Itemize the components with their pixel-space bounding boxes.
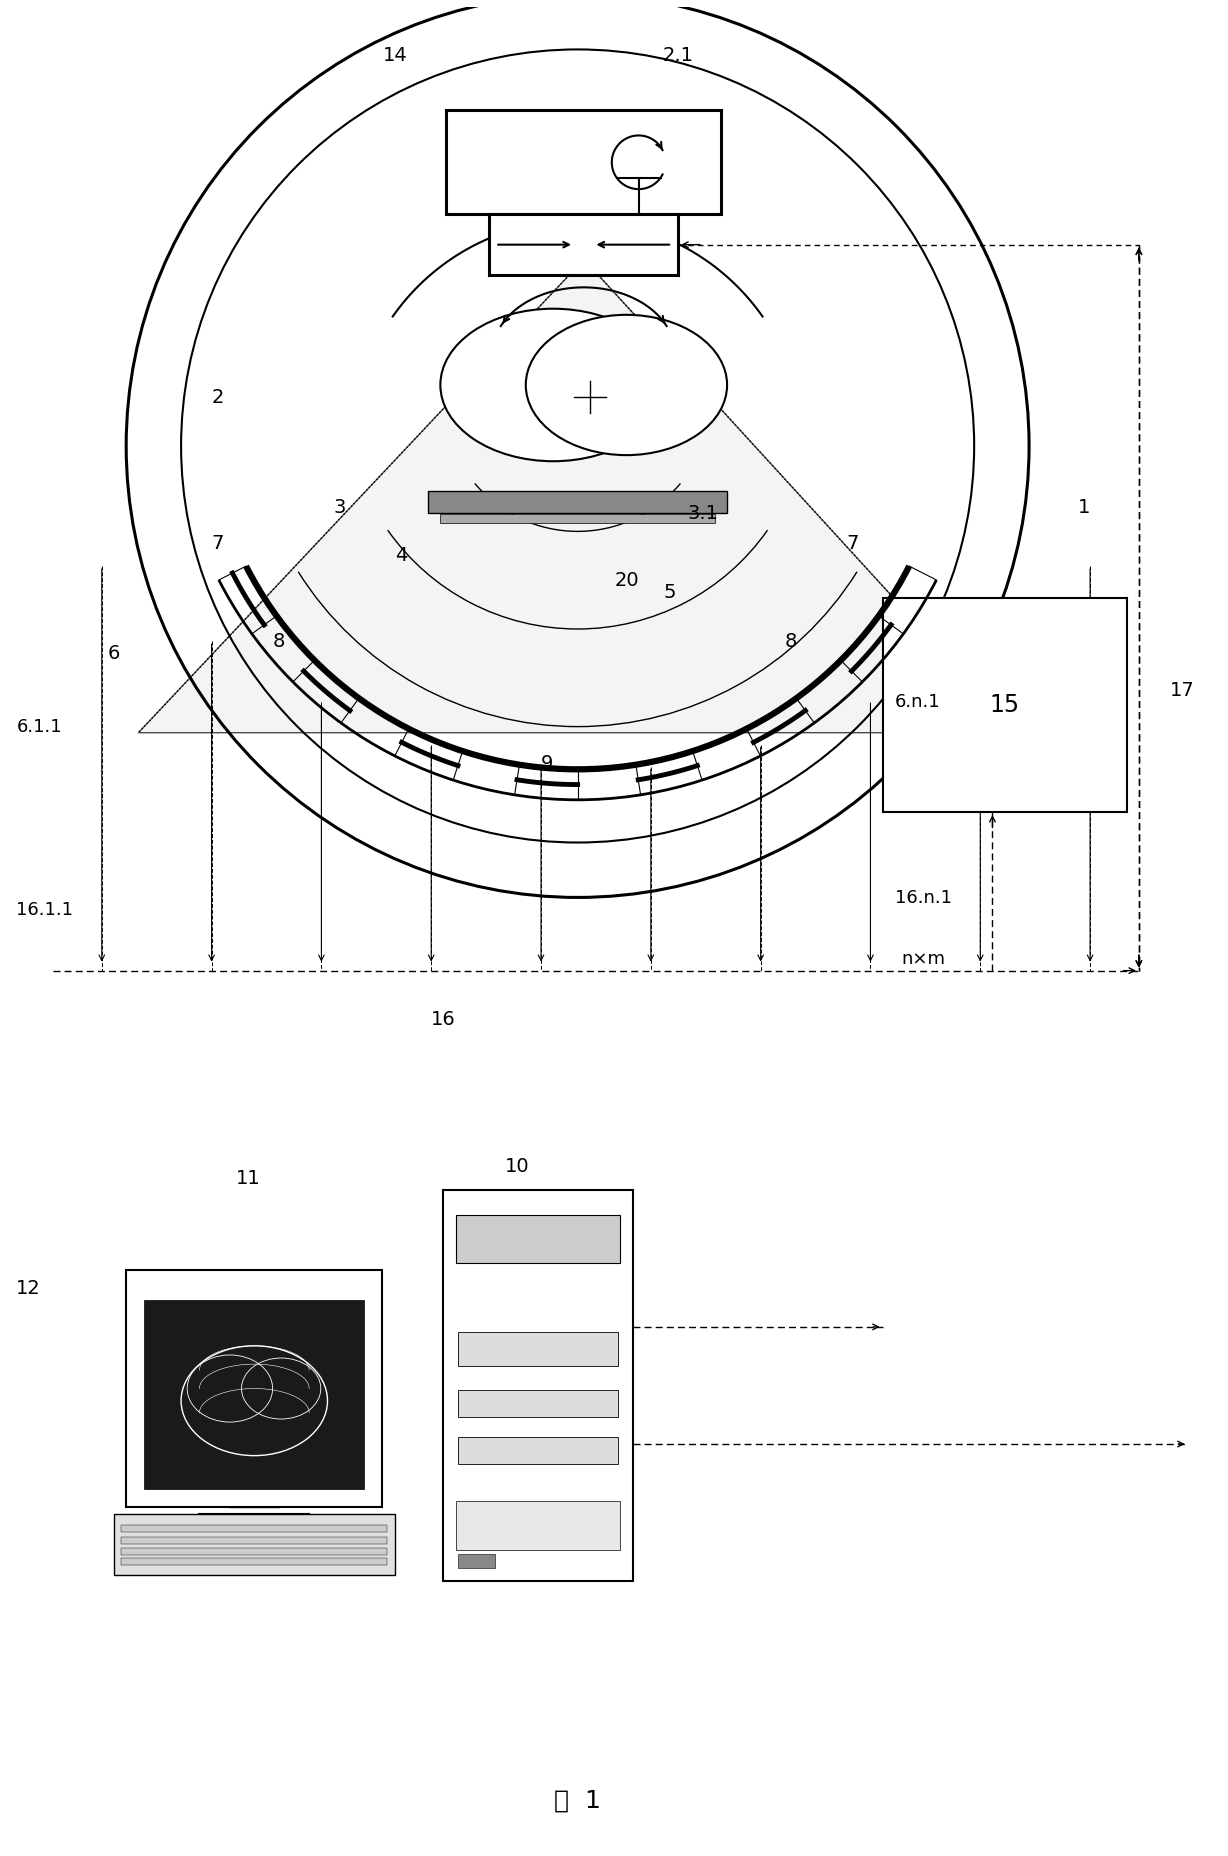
- Text: 8: 8: [785, 631, 797, 651]
- Ellipse shape: [440, 308, 666, 462]
- Bar: [443, 1190, 632, 1581]
- Bar: [458, 1553, 495, 1568]
- Bar: [145, 1299, 363, 1489]
- Bar: [440, 514, 715, 523]
- Bar: [458, 1437, 618, 1464]
- Text: 9: 9: [540, 754, 553, 772]
- Bar: [122, 1524, 387, 1531]
- Ellipse shape: [526, 316, 727, 455]
- Text: 16: 16: [431, 1010, 456, 1028]
- Text: 2: 2: [211, 388, 223, 406]
- Text: 图  1: 图 1: [554, 1789, 600, 1811]
- Bar: [883, 599, 1126, 813]
- Text: n×m: n×m: [900, 950, 944, 967]
- Bar: [126, 1270, 382, 1507]
- Text: 20: 20: [614, 572, 639, 590]
- Text: 6: 6: [108, 644, 120, 663]
- Text: 6.n.1: 6.n.1: [894, 694, 941, 711]
- Bar: [122, 1537, 387, 1544]
- Polygon shape: [139, 275, 1017, 733]
- Text: 11: 11: [236, 1169, 260, 1188]
- Text: 7: 7: [211, 535, 223, 553]
- Text: 7: 7: [846, 535, 858, 553]
- Bar: [456, 1214, 620, 1264]
- Text: 8: 8: [273, 631, 285, 651]
- Bar: [458, 1390, 618, 1416]
- Text: 3: 3: [334, 497, 346, 516]
- Text: 4: 4: [394, 546, 406, 566]
- Bar: [122, 1548, 387, 1555]
- Bar: [456, 1502, 620, 1550]
- Bar: [429, 492, 727, 514]
- Text: 10: 10: [505, 1156, 529, 1175]
- Text: 5: 5: [663, 583, 675, 601]
- Text: 16.n.1: 16.n.1: [894, 889, 952, 906]
- Text: 14: 14: [382, 46, 406, 65]
- Text: 12: 12: [16, 1279, 41, 1297]
- Bar: [122, 1557, 387, 1565]
- Bar: [114, 1514, 394, 1574]
- Text: 1: 1: [1077, 497, 1089, 516]
- Text: 2.1: 2.1: [663, 46, 694, 65]
- Text: 17: 17: [1169, 681, 1194, 700]
- Text: 3.1: 3.1: [688, 503, 718, 523]
- Text: 16.1.1: 16.1.1: [16, 900, 74, 919]
- Text: 6.1.1: 6.1.1: [16, 718, 61, 735]
- Bar: [458, 1333, 618, 1366]
- Text: 15: 15: [990, 694, 1019, 718]
- Bar: [489, 213, 678, 275]
- Bar: [446, 111, 721, 213]
